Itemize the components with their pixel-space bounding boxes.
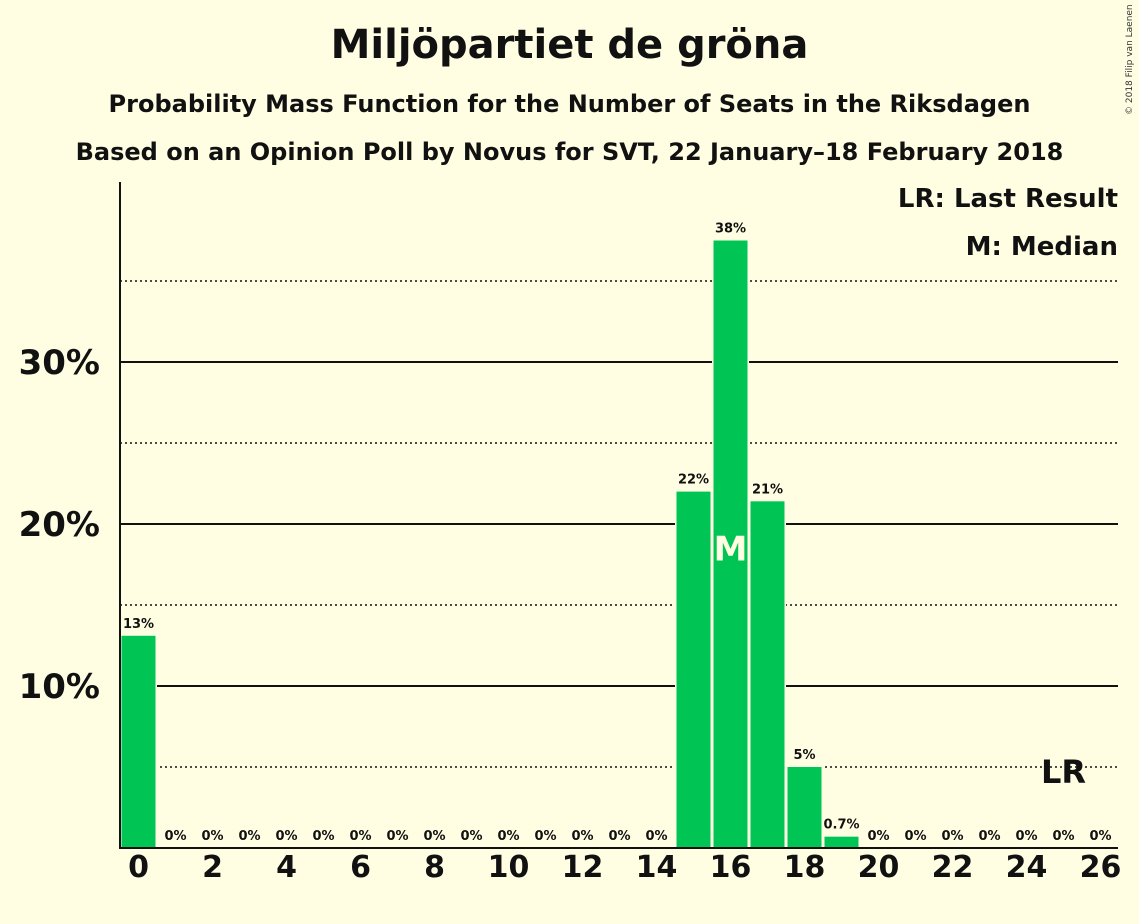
x-tick-label: 20	[858, 850, 900, 885]
data-label: 38%	[715, 222, 746, 237]
y-tick-label: 30%	[19, 343, 100, 383]
last-result-marker: LR	[1041, 753, 1086, 791]
data-label: 21%	[752, 482, 783, 497]
y-tick-label: 20%	[19, 505, 100, 545]
data-label: 0%	[608, 829, 630, 844]
data-label: 0%	[904, 829, 926, 844]
chart-subtitle: Probability Mass Function for the Number…	[108, 90, 1031, 118]
x-tick-label: 16	[710, 850, 752, 885]
x-tick-label: 24	[1006, 850, 1048, 885]
x-tick-label: 14	[636, 850, 678, 885]
data-label: 0%	[312, 829, 334, 844]
data-label: 0%	[1015, 829, 1037, 844]
bar	[787, 767, 822, 848]
data-label: 0%	[645, 829, 667, 844]
data-label: 0.7%	[823, 818, 859, 833]
data-label: 0%	[460, 829, 482, 844]
data-label: 0%	[571, 829, 593, 844]
x-tick-label: 2	[202, 850, 223, 885]
data-label: 0%	[423, 829, 445, 844]
x-tick-label: 10	[488, 850, 530, 885]
legend-last-result: LR: Last Result	[897, 184, 1118, 214]
x-tick-label: 18	[784, 850, 826, 885]
median-marker: M	[714, 530, 748, 570]
data-label: 0%	[386, 829, 408, 844]
chart-title: Miljöpartiet de gröna	[330, 22, 809, 68]
data-label: 0%	[867, 829, 889, 844]
bar	[121, 635, 156, 848]
data-label: 0%	[164, 829, 186, 844]
data-label: 0%	[941, 829, 963, 844]
data-label: 0%	[1052, 829, 1074, 844]
bar	[713, 240, 748, 848]
chart-subtitle-poll: Based on an Opinion Poll by Novus for SV…	[75, 138, 1064, 166]
data-label: 0%	[201, 829, 223, 844]
x-tick-label: 8	[424, 850, 445, 885]
x-tick-label: 0	[128, 850, 149, 885]
bar	[750, 501, 785, 848]
data-label: 13%	[123, 617, 154, 632]
bar	[676, 491, 711, 848]
x-tick-label: 12	[562, 850, 604, 885]
x-tick-label: 6	[350, 850, 371, 885]
data-label: 0%	[275, 829, 297, 844]
data-label: 0%	[978, 829, 1000, 844]
x-tick-label: 4	[276, 850, 297, 885]
data-label: 0%	[534, 829, 556, 844]
data-label: 0%	[1089, 829, 1111, 844]
data-label: 0%	[238, 829, 260, 844]
data-label: 22%	[678, 473, 709, 488]
x-tick-label: 22	[932, 850, 974, 885]
data-label: 5%	[793, 748, 815, 763]
data-label: 0%	[349, 829, 371, 844]
data-label: 0%	[497, 829, 519, 844]
legend-median: M: Median	[965, 232, 1118, 262]
y-tick-label: 10%	[19, 667, 100, 707]
bar	[824, 836, 859, 848]
x-tick-label: 26	[1080, 850, 1122, 885]
